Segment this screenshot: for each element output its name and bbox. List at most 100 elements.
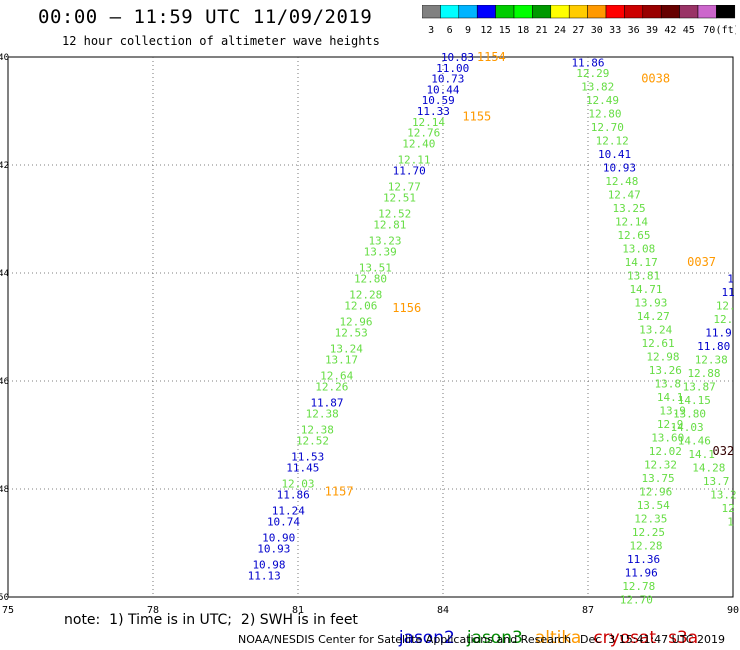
swh-value: 14.15 — [678, 394, 711, 407]
legend-altika: altika — [534, 628, 582, 648]
lat-tick-label: 46 — [0, 377, 9, 387]
swh-value: 12.80 — [354, 272, 387, 285]
swh-value: 12.25 — [632, 526, 665, 539]
legend-s3a: s3a — [668, 628, 699, 648]
swh-value: 10.90 — [262, 532, 295, 545]
swh-value: 11.9 — [705, 326, 732, 339]
swh-value: 14.1 — [688, 448, 715, 461]
page-subtitle: 12 hour collection of altimeter wave hei… — [62, 34, 380, 48]
colorbar-label: 30 — [591, 25, 603, 36]
swh-value: 13.17 — [325, 353, 358, 366]
swh-value: 12.9 — [657, 418, 684, 431]
colorbar-label: 42 — [664, 25, 676, 36]
swh-value: 13.2 — [710, 488, 737, 501]
swh-value: 12.06 — [344, 299, 377, 312]
swh-value: 11.53 — [291, 451, 324, 464]
colorbar-label: 27 — [572, 25, 584, 36]
swh-value: 12.52 — [296, 434, 329, 447]
swh-value: 12.28 — [629, 540, 662, 553]
swh-value: 13.87 — [683, 380, 716, 393]
lon-tick-label: 81 — [292, 605, 304, 616]
swh-value: 13.81 — [627, 270, 660, 283]
swh-value: 12.40 — [402, 137, 435, 150]
swh-value: 12.03 — [281, 478, 314, 491]
swh-value: 11.96 — [625, 567, 658, 580]
swh-value: 13.23 — [368, 235, 401, 248]
colorbar-label: 39 — [646, 25, 658, 36]
legend-cryosat: cryosat — [593, 628, 657, 648]
swh-value: 10.93 — [603, 162, 636, 175]
swh-value: 12.76 — [407, 127, 440, 140]
lon-tick-label: 75 — [2, 605, 14, 616]
pass-time-label: 1154 — [477, 50, 506, 64]
credit-line: NOAA/NESDIS Center for Satellite Applica… — [238, 633, 572, 646]
footnote: note: 1) Time is in UTC; 2) SWH is in fe… — [64, 612, 358, 628]
swh-value: 14.46 — [678, 434, 711, 447]
swh-value: 12.38 — [301, 424, 334, 437]
pass-time-label: 1155 — [462, 109, 491, 123]
swh-value: 12.77 — [388, 181, 421, 194]
swh-value: 11.36 — [627, 553, 660, 566]
pass-time-label: 1156 — [392, 301, 421, 315]
swh-value: 10.83 — [441, 51, 474, 64]
swh-value: 14.1 — [657, 391, 684, 404]
swh-value: 11.86 — [277, 488, 310, 501]
swh-value: 12.98 — [646, 351, 679, 364]
swh-value: 10.59 — [422, 94, 455, 107]
lon-tick-label: 78 — [147, 605, 159, 616]
page-title: 00:00 – 11:59 UTC 11/09/2019 — [38, 6, 373, 28]
swh-value: 12.32 — [644, 459, 677, 472]
swh-value: 13.75 — [642, 472, 675, 485]
swh-value: 11.87 — [310, 397, 343, 410]
swh-value: 14.28 — [692, 461, 725, 474]
lon-tick-label: 84 — [437, 605, 449, 616]
colorbar-swatch — [716, 5, 736, 19]
swh-value: 10.98 — [252, 559, 285, 572]
swh-value: 10.93 — [257, 542, 290, 555]
swh-value: 12.51 — [383, 191, 416, 204]
map-frame — [7, 56, 734, 598]
swh-value: 11.80 — [697, 340, 730, 353]
swh-value: 12.02 — [649, 445, 682, 458]
swh-value: 12.38 — [306, 407, 339, 420]
swh-value: 11.45 — [286, 461, 319, 474]
swh-value: 14.27 — [637, 310, 670, 323]
lat-tick-label: 48 — [0, 485, 9, 495]
swh-value: 11.33 — [417, 105, 450, 118]
swh-value: 12.35 — [634, 513, 667, 526]
swh-value: 12.78 — [622, 580, 655, 593]
swh-value: 13.54 — [637, 499, 670, 512]
swh-value: 12.28 — [349, 289, 382, 302]
swh-value: 11.00 — [436, 62, 469, 75]
lat-tick-label: 50 — [0, 593, 9, 603]
swh-value: 12.81 — [373, 218, 406, 231]
swh-value: 11.86 — [571, 56, 604, 69]
pass-time-label: 0038 — [641, 72, 670, 86]
swh-value: 12.53 — [335, 326, 368, 339]
swh-value: 12. — [716, 299, 736, 312]
swh-value: 12.14 — [412, 116, 445, 129]
swh-value: 12.29 — [576, 67, 609, 80]
swh-value: 12.70 — [620, 594, 653, 607]
swh-value: 12.11 — [397, 154, 430, 167]
swh-value: 12.70 — [591, 121, 624, 134]
swh-value: 13.39 — [364, 245, 397, 258]
colorbar-label: 15 — [499, 25, 511, 36]
swh-value: 13.9 — [659, 405, 686, 418]
swh-value: 11.70 — [393, 164, 426, 177]
swh-value: 12.38 — [695, 353, 728, 366]
pass-time-label: 1157 — [325, 485, 354, 499]
swh-value: 12.26 — [315, 380, 348, 393]
swh-value: 13.24 — [639, 324, 672, 337]
swh-value: 14.17 — [625, 256, 658, 269]
swh-value: 12.64 — [320, 370, 353, 383]
swh-value: 12.14 — [615, 216, 648, 229]
colorbar-label: 45 — [683, 25, 695, 36]
swh-value: 12.52 — [378, 208, 411, 221]
satellite-legend: jason2 jason3 altika cryosat s3a — [388, 608, 710, 648]
colorbar-label: 9 — [465, 25, 471, 36]
swh-value: 12.96 — [639, 486, 672, 499]
swh-value: 13.25 — [613, 202, 646, 215]
lon-tick-label: 90 — [727, 605, 739, 616]
